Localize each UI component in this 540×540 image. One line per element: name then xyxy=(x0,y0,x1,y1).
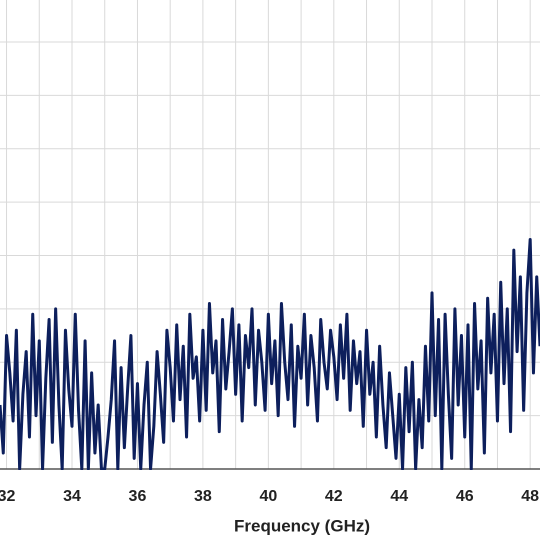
x-tick-label: 38 xyxy=(194,488,212,505)
x-tick-label: 34 xyxy=(63,488,81,505)
x-tick-label: 44 xyxy=(390,488,408,505)
x-tick-label: 32 xyxy=(0,488,16,505)
x-tick-label: 46 xyxy=(456,488,474,505)
x-tick-label: 42 xyxy=(325,488,343,505)
x-tick-label: 40 xyxy=(259,488,277,505)
data-line xyxy=(0,237,540,470)
x-axis-label: Frequency (GHz) xyxy=(234,516,370,535)
x-tick-label: 36 xyxy=(129,488,147,505)
x-tick-label: 48 xyxy=(521,488,539,505)
